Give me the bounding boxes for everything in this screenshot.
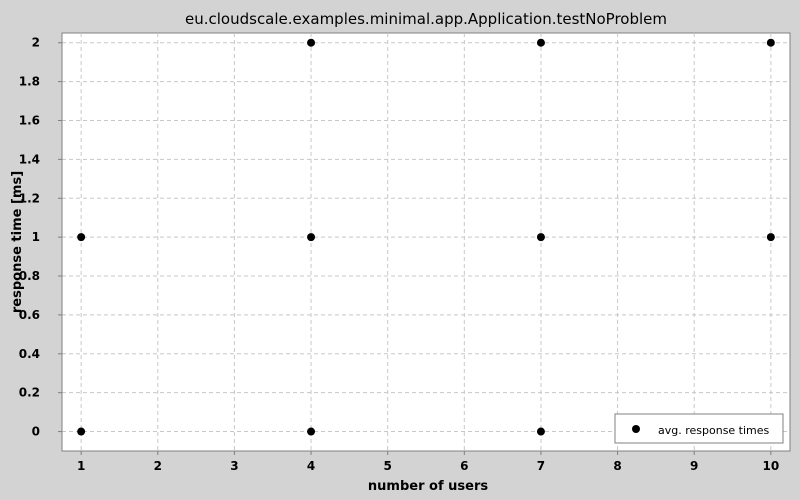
y-tick-label: 0.8 — [19, 269, 40, 283]
y-tick-label: 0.6 — [19, 308, 40, 322]
x-tick-label: 3 — [230, 459, 238, 473]
x-tick-label: 9 — [690, 459, 698, 473]
x-tick-label: 10 — [762, 459, 779, 473]
data-point — [766, 38, 775, 47]
x-axis-label: number of users — [368, 479, 488, 494]
x-tick-label: 6 — [460, 459, 468, 473]
y-tick-label: 1 — [32, 230, 40, 244]
chart-title: eu.cloudscale.examples.minimal.app.Appli… — [185, 10, 667, 28]
legend-label: avg. response times — [658, 424, 770, 437]
data-point — [307, 38, 316, 47]
data-point — [536, 427, 545, 436]
legend-marker — [632, 425, 640, 433]
axes — [61, 33, 790, 452]
data-points — [77, 38, 775, 436]
data-point — [536, 233, 545, 242]
x-tick-label: 8 — [613, 459, 621, 473]
y-axis-label: response time [ms] — [10, 171, 25, 313]
legend: avg. response times — [614, 413, 784, 444]
y-tick-label: 0.2 — [19, 386, 40, 400]
y-tick-label: 0 — [32, 425, 40, 439]
data-point — [766, 233, 775, 242]
x-tick-label: 2 — [154, 459, 162, 473]
y-tick-label: 1.2 — [19, 191, 40, 205]
y-tick-label: 1.6 — [19, 113, 40, 127]
data-point — [307, 233, 316, 242]
y-tick-label: 2 — [32, 36, 40, 50]
data-point — [536, 38, 545, 47]
plot-area — [61, 32, 791, 452]
x-tick-label: 7 — [537, 459, 545, 473]
grid-lines — [62, 33, 790, 451]
data-point — [307, 427, 316, 436]
x-tick-label: 4 — [307, 459, 315, 473]
x-tick-label: 1 — [77, 459, 85, 473]
y-tick-label: 1.4 — [19, 152, 40, 166]
data-point — [77, 427, 86, 436]
data-point — [77, 233, 86, 242]
legend-box — [614, 413, 784, 444]
y-tick-label: 0.4 — [19, 347, 40, 361]
y-tick-label: 1.8 — [19, 75, 40, 89]
x-tick-label: 5 — [384, 459, 392, 473]
tick-labels: 1 2 3 4 5 6 7 8 9 10 0 0.2 0.4 0.6 0.8 1 1.2 1.4 1.6 1.8 2 — [19, 36, 779, 473]
